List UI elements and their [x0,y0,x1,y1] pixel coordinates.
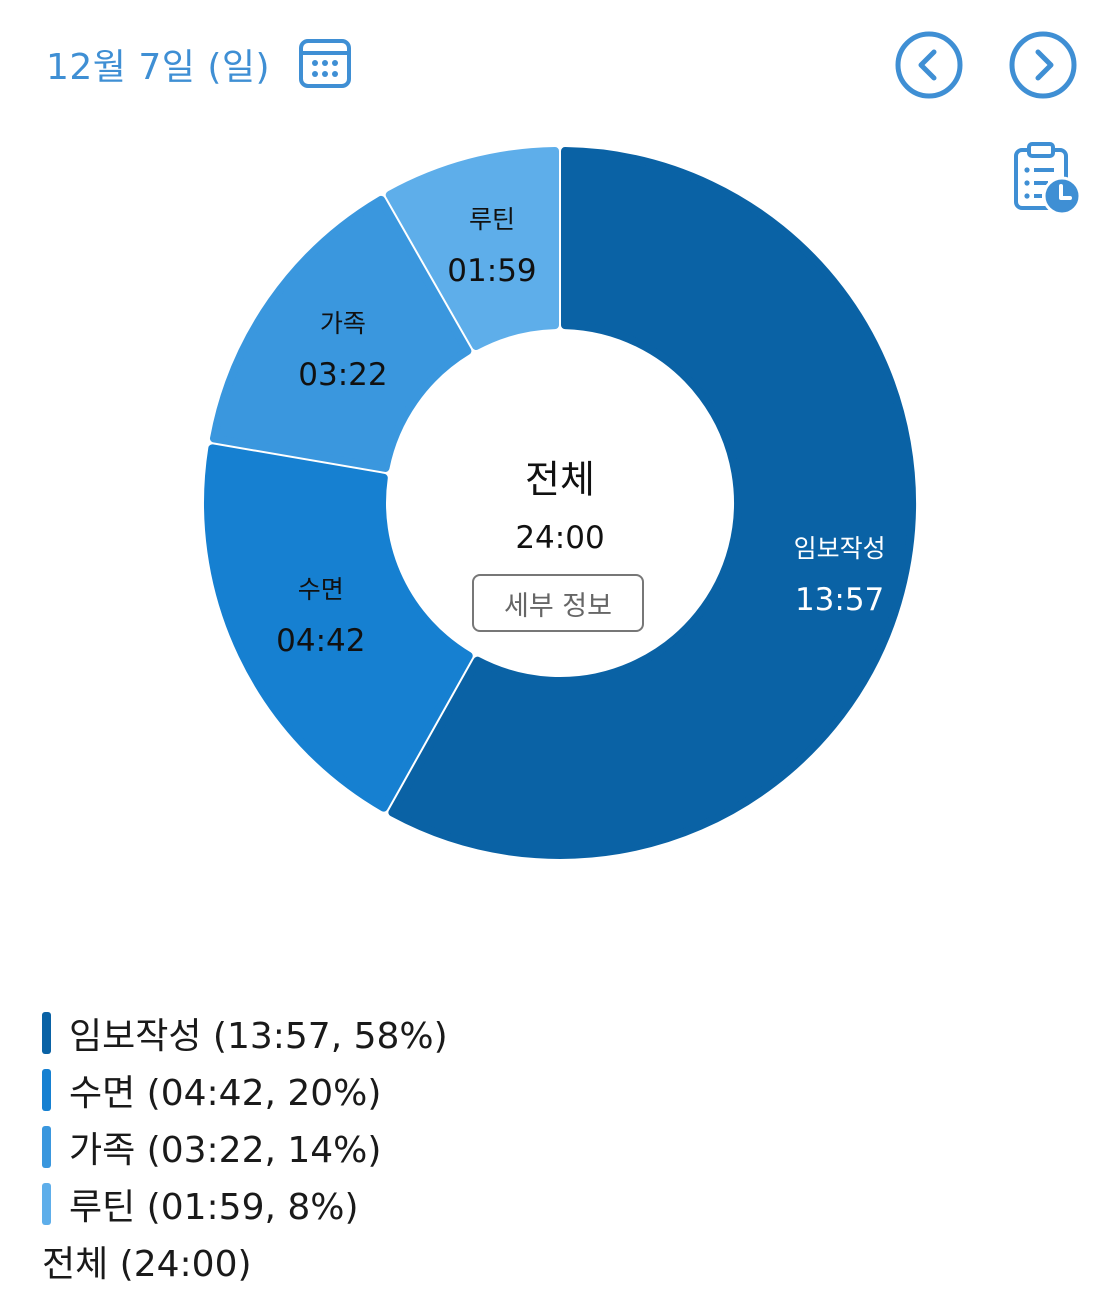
legend-swatch [42,1011,51,1054]
slice-label-2: 가족 03:22 [298,311,387,391]
legend-label: 루틴 (01:59, 8%) [69,1186,359,1228]
legend-item: 가족 (03:22, 14%) [42,1118,448,1175]
legend-total: 전체 (24:00) [42,1243,252,1285]
slice-time: 04:42 [276,623,366,660]
donut-slice-1[interactable] [204,444,473,812]
slice-time: 03:22 [298,356,388,393]
legend-item: 임보작성 (13:57, 58%) [42,1004,448,1061]
legend-label: 임보작성 (13:57, 58%) [69,1015,448,1057]
center-title: 전체 [525,457,595,502]
donut-slice-0[interactable] [388,147,916,859]
calendar-icon[interactable] [298,36,352,90]
slice-label-3: 루틴 01:59 [447,207,536,287]
legend-item: 루틴 (01:59, 8%) [42,1175,448,1232]
donut-chart [204,147,916,859]
date-title[interactable]: 12월 7일 (일) [46,47,271,88]
chart-legend: 임보작성 (13:57, 58%) 수면 (04:42, 20%) 가족 (03:2… [42,1004,448,1289]
chevron-right-circle-icon[interactable] [1008,30,1078,100]
slice-label-0: 임보작성 13:57 [794,536,886,616]
slice-time: 13:57 [794,581,885,618]
donut-slice-3[interactable] [385,147,560,351]
legend-label: 가족 (03:22, 14%) [69,1129,382,1171]
legend-swatch [42,1125,51,1168]
legend-swatch [42,1182,51,1225]
slice-time: 01:59 [447,252,537,289]
legend-item: 수면 (04:42, 20%) [42,1061,448,1118]
center-total-time: 24:00 [515,520,605,556]
slice-label-1: 수면 04:42 [276,577,365,657]
detail-info-button[interactable]: 세부 정보 [472,574,644,632]
slice-name: 가족 [319,308,366,338]
chevron-left-circle-icon[interactable] [894,30,964,100]
donut-slice-2[interactable] [209,195,472,472]
slice-name: 임보작성 [793,533,886,563]
legend-label: 수면 (04:42, 20%) [69,1072,382,1114]
slice-name: 루틴 [468,204,515,234]
clipboard-clock-icon[interactable] [1012,140,1082,216]
slice-name: 수면 [297,575,344,605]
legend-swatch [42,1068,51,1111]
